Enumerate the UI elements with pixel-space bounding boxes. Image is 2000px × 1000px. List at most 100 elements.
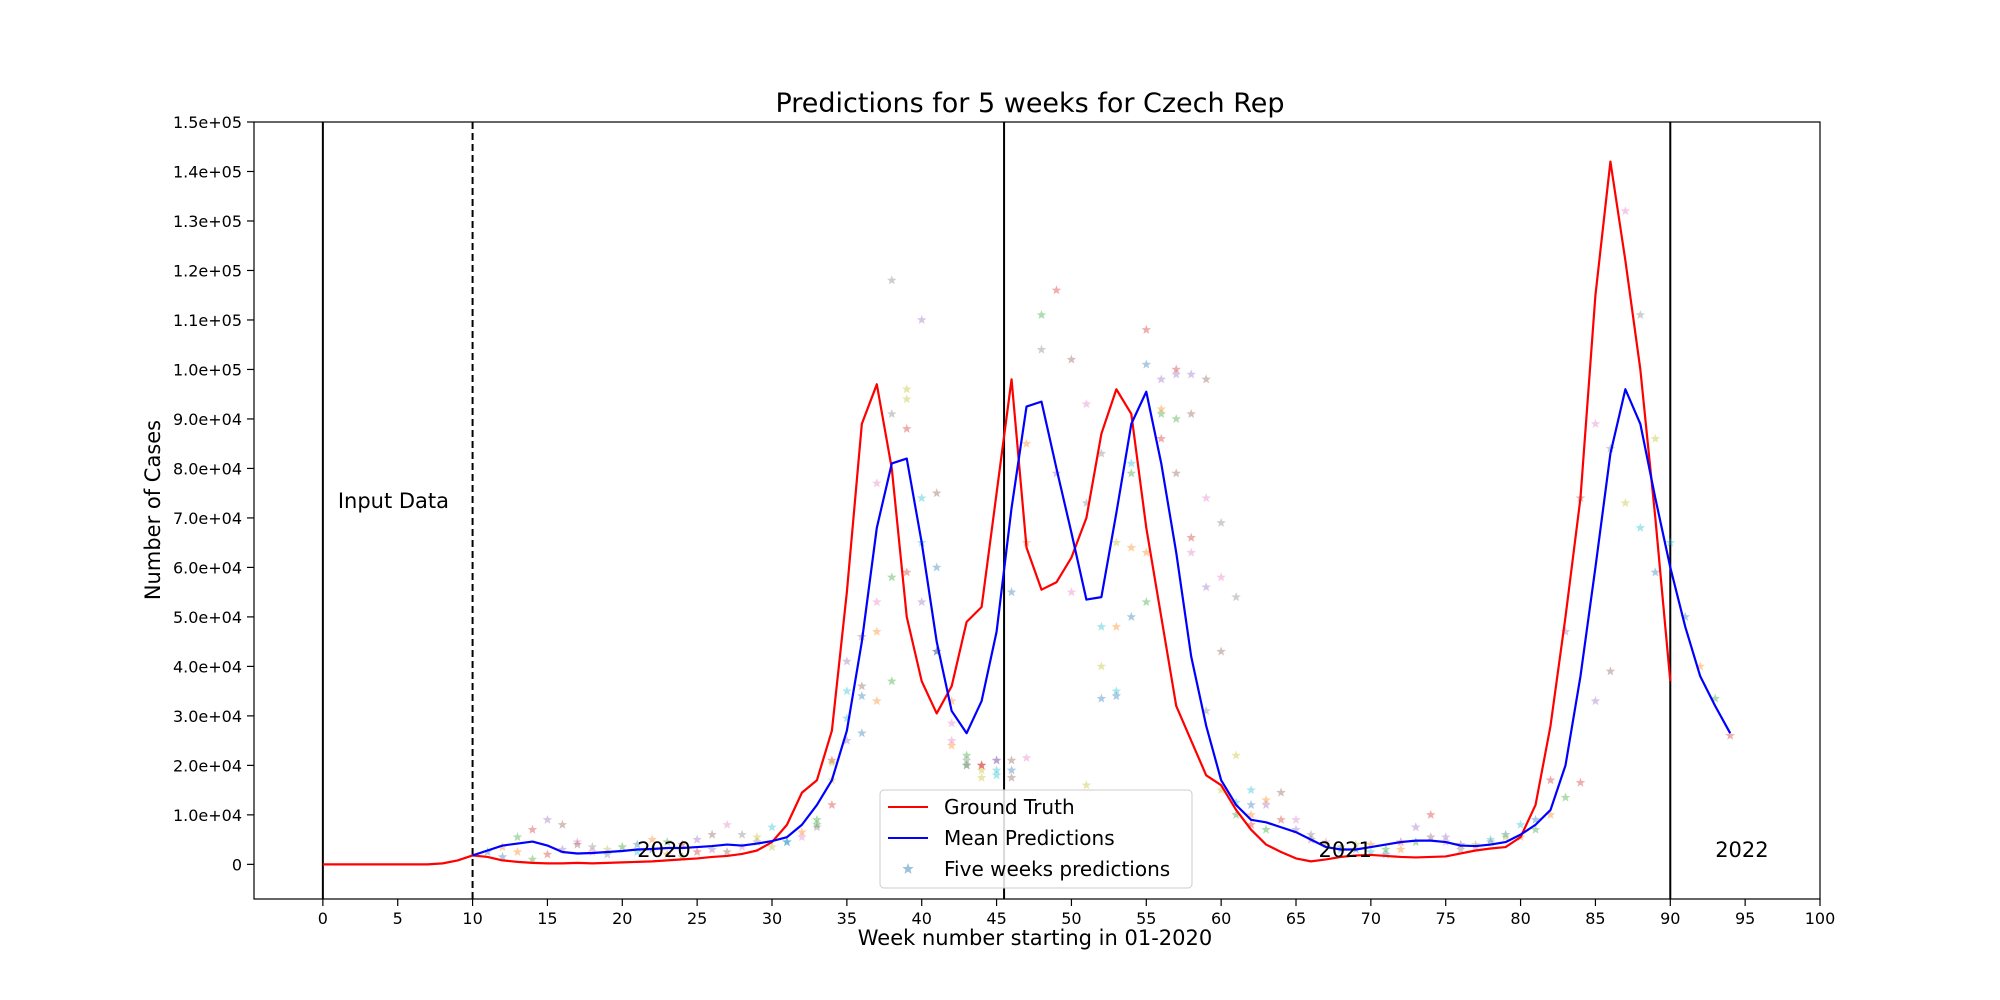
- legend-star-icon: [902, 863, 914, 874]
- prediction-point: [1336, 842, 1346, 852]
- prediction-point: [1066, 587, 1077, 597]
- prediction-point: [797, 827, 807, 837]
- prediction-point: [991, 755, 1002, 765]
- y-tick-label: 1.3e+05: [173, 212, 242, 231]
- prediction-point: [1186, 369, 1196, 379]
- prediction-point: [1291, 824, 1301, 834]
- plot-area: Input Data 2020 2021 2022: [321, 122, 1769, 899]
- prediction-point: [767, 842, 777, 852]
- prediction-point: [632, 846, 643, 857]
- prediction-point: [901, 394, 912, 404]
- prediction-point: [767, 822, 777, 832]
- prediction-point: [1216, 785, 1226, 795]
- prediction-point: [1530, 824, 1541, 834]
- prediction-point: [1171, 364, 1181, 374]
- prediction-point: [1066, 354, 1077, 364]
- prediction-point: [1126, 458, 1137, 468]
- prediction-point: [512, 832, 523, 842]
- prediction-point: [1321, 839, 1331, 849]
- x-tick-label: 50: [1061, 909, 1081, 928]
- x-tick-label: 30: [762, 909, 782, 928]
- prediction-point: [1620, 206, 1631, 216]
- prediction-point: [632, 839, 643, 849]
- prediction-point: [1021, 752, 1032, 762]
- prediction-point: [1545, 775, 1556, 785]
- prediction-point: [1096, 621, 1107, 631]
- prediction-point: [1231, 592, 1241, 602]
- prediction-point: [602, 849, 613, 859]
- prediction-point: [1171, 413, 1181, 423]
- prediction-point: [991, 755, 1002, 765]
- x-tick-label: 90: [1660, 909, 1680, 928]
- ground-truth-line: [322, 160, 1672, 866]
- prediction-point: [497, 851, 508, 861]
- prediction-point: [812, 819, 822, 829]
- prediction-point: [872, 478, 882, 488]
- prediction-point: [527, 854, 538, 864]
- prediction-point: [1620, 498, 1631, 508]
- y-tick-label: 1.0e+04: [173, 806, 242, 825]
- x-tick-label: 35: [837, 909, 857, 928]
- prediction-point: [1186, 532, 1196, 542]
- prediction-point: [782, 837, 792, 847]
- prediction-point: [1216, 572, 1226, 582]
- prediction-point: [572, 839, 583, 849]
- mean-predictions-line: [472, 388, 1732, 857]
- prediction-point: [602, 844, 613, 854]
- y-tick-label: 1.5e+05: [173, 113, 242, 132]
- prediction-point: [1186, 408, 1196, 419]
- x-tick-label: 5: [393, 909, 403, 928]
- prediction-point: [872, 696, 882, 706]
- prediction-point: [1171, 369, 1181, 379]
- prediction-point: [812, 822, 822, 832]
- prediction-point: [1201, 582, 1211, 592]
- prediction-point: [1276, 787, 1286, 797]
- chart-title: Predictions for 5 weeks for Czech Rep: [775, 88, 1284, 119]
- prediction-point: [1246, 799, 1256, 810]
- prediction-point: [1156, 433, 1167, 443]
- x-tick-label: 40: [912, 909, 932, 928]
- prediction-point: [1425, 832, 1436, 842]
- prediction-point: [931, 646, 942, 656]
- prediction-point: [1246, 785, 1256, 795]
- prediction-point: [1021, 438, 1032, 448]
- y-tick-label: 0: [232, 855, 242, 874]
- prediction-point: [1560, 792, 1571, 802]
- prediction-point: [797, 832, 807, 842]
- prediction-point: [542, 814, 553, 824]
- prediction-point: [617, 842, 628, 852]
- prediction-point: [827, 757, 837, 767]
- prediction-point: [1351, 839, 1361, 849]
- prediction-point: [931, 562, 942, 572]
- prediction-point: [1126, 468, 1137, 478]
- prediction-point: [1605, 443, 1616, 453]
- y-tick-label: 3.0e+04: [173, 707, 242, 726]
- prediction-point: [1201, 705, 1211, 715]
- line-series: [322, 160, 1732, 866]
- prediction-point: [1156, 408, 1167, 419]
- x-tick-label: 10: [462, 909, 482, 928]
- prediction-point: [1246, 819, 1256, 829]
- x-tick-label: 85: [1585, 909, 1605, 928]
- prediction-point: [1560, 626, 1571, 636]
- prediction-point: [857, 728, 867, 738]
- prediction-point: [1381, 844, 1391, 854]
- y-tick-label: 2.0e+04: [173, 756, 242, 775]
- prediction-point: [916, 314, 927, 325]
- x-tick-label: 65: [1286, 909, 1306, 928]
- prediction-point: [677, 851, 687, 861]
- prediction-point: [842, 713, 852, 723]
- prediction-point: [512, 846, 523, 857]
- prediction-point: [737, 829, 747, 839]
- prediction-point: [931, 646, 942, 656]
- prediction-point: [1590, 418, 1601, 428]
- prediction-point: [1470, 839, 1481, 849]
- prediction-point: [1201, 493, 1211, 503]
- x-tick-label: 100: [1805, 909, 1836, 928]
- prediction-point: [1111, 686, 1122, 696]
- prediction-point: [1695, 661, 1705, 671]
- prediction-point: [1081, 399, 1092, 409]
- prediction-point: [677, 839, 687, 849]
- x-tick-label: 55: [1136, 909, 1156, 928]
